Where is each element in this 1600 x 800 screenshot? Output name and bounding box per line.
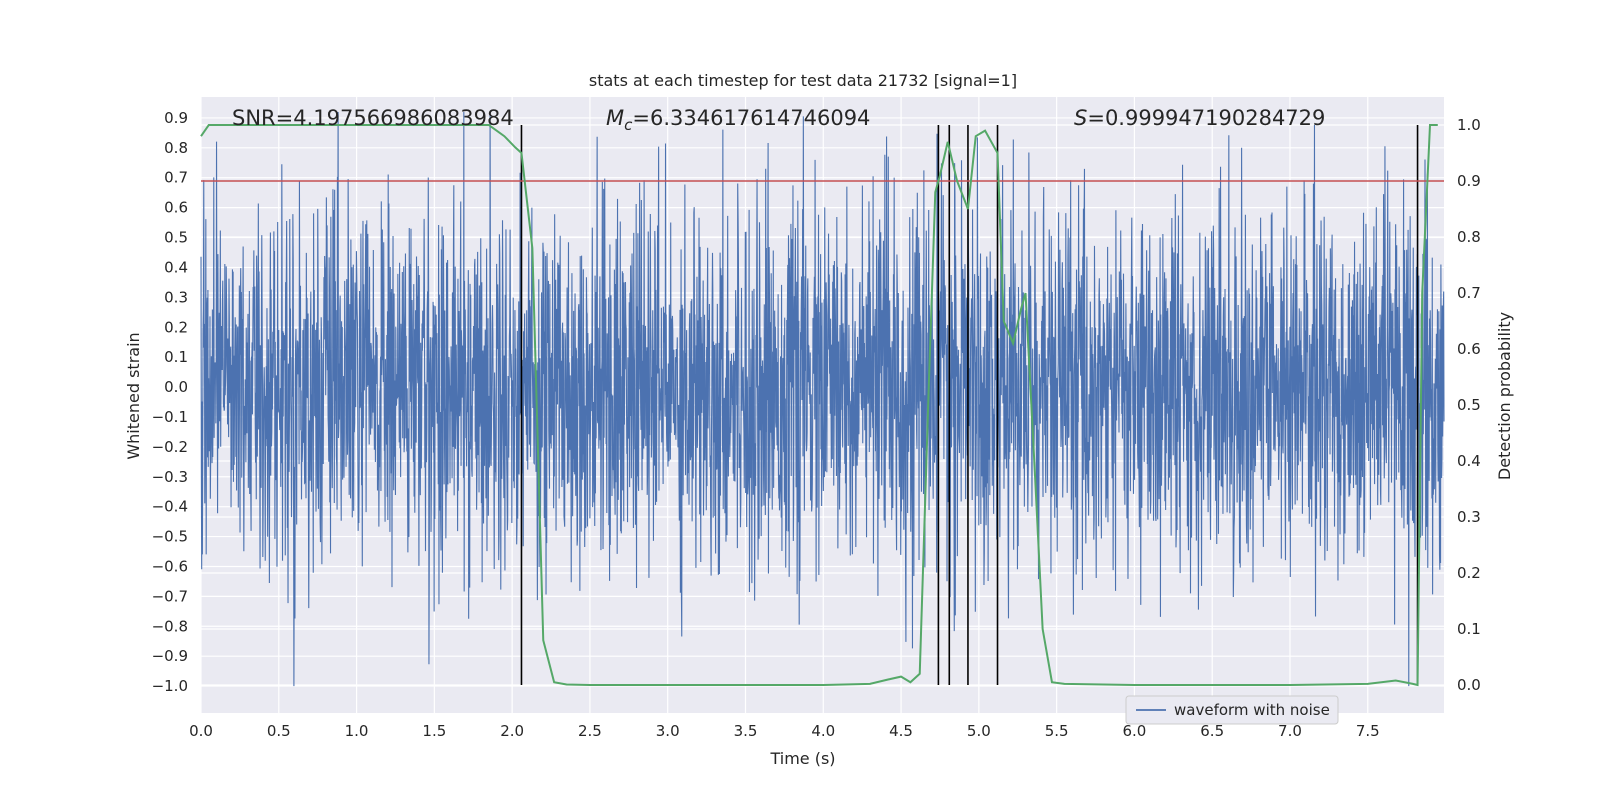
y-right-tick-8: 0.2 bbox=[1457, 564, 1481, 582]
chirp-mass-symbol: M bbox=[606, 106, 624, 130]
y-left-tick-11: −0.2 bbox=[152, 438, 188, 456]
x-tick-6: 3.0 bbox=[656, 722, 680, 740]
y-right-tick-2: 0.8 bbox=[1457, 228, 1481, 246]
score-symbol: S bbox=[1074, 106, 1087, 130]
y-left-tick-2: 0.7 bbox=[164, 169, 188, 187]
chart-title: stats at each timestep for test data 217… bbox=[589, 71, 1017, 90]
x-tick-9: 4.5 bbox=[889, 722, 913, 740]
y-left-tick-19: −1.0 bbox=[152, 677, 188, 695]
y-right-tick-4: 0.6 bbox=[1457, 340, 1481, 358]
x-tick-4: 2.0 bbox=[500, 722, 524, 740]
y-left-tick-12: −0.3 bbox=[152, 468, 188, 486]
chirp-mass-annotation: Mc=6.334617614746094 bbox=[606, 106, 870, 134]
y-left-tick-9: 0.0 bbox=[164, 378, 188, 396]
legend-label-waveform: waveform with noise bbox=[1174, 701, 1330, 719]
y-left-tick-16: −0.7 bbox=[152, 587, 188, 605]
y-left-tick-15: −0.6 bbox=[152, 557, 188, 575]
y-right-tick-1: 0.9 bbox=[1457, 172, 1481, 190]
x-axis-ticks: 0.0 0.5 1.0 1.5 2.0 2.5 3.0 3.5 4.0 4.5 5.0 5.5 6.0 6… bbox=[189, 722, 1380, 740]
y-right-tick-7: 0.3 bbox=[1457, 508, 1481, 526]
y-left-tick-13: −0.4 bbox=[152, 498, 188, 516]
y-right-axis-ticks: 1.0 0.9 0.8 0.7 0.6 0.5 0.4 0.3 0.2 0.1 0.0 bbox=[1457, 116, 1481, 694]
x-axis-label: Time (s) bbox=[769, 749, 835, 768]
y-left-tick-7: 0.2 bbox=[164, 318, 188, 336]
x-tick-11: 5.5 bbox=[1045, 722, 1069, 740]
y-right-tick-5: 0.5 bbox=[1457, 396, 1481, 414]
chirp-mass-value: =6.334617614746094 bbox=[632, 106, 870, 130]
y-left-tick-14: −0.5 bbox=[152, 528, 188, 546]
y-left-tick-1: 0.8 bbox=[164, 139, 188, 157]
y-left-tick-8: 0.1 bbox=[164, 348, 188, 366]
score-value: =0.999947190284729 bbox=[1087, 106, 1325, 130]
x-tick-15: 7.5 bbox=[1356, 722, 1380, 740]
y-left-tick-10: −0.1 bbox=[152, 408, 188, 426]
y-left-axis-label: Whitened strain bbox=[124, 332, 143, 459]
probability-line bbox=[200, 124, 1438, 687]
snr-annotation: SNR=4.197566986083984 bbox=[232, 106, 514, 130]
y-right-tick-3: 0.7 bbox=[1457, 284, 1481, 302]
waveform-series bbox=[200, 111, 1445, 687]
x-tick-7: 3.5 bbox=[734, 722, 758, 740]
y-left-tick-3: 0.6 bbox=[164, 199, 188, 217]
y-left-tick-6: 0.3 bbox=[164, 288, 188, 306]
x-tick-2: 1.0 bbox=[345, 722, 369, 740]
probability-group bbox=[200, 124, 1438, 687]
x-tick-14: 7.0 bbox=[1278, 722, 1302, 740]
y-left-tick-17: −0.8 bbox=[152, 617, 188, 635]
x-tick-10: 5.0 bbox=[967, 722, 991, 740]
x-tick-0: 0.0 bbox=[189, 722, 213, 740]
waveform-line bbox=[200, 111, 1445, 687]
vertical-markers bbox=[520, 125, 1419, 685]
x-tick-13: 6.5 bbox=[1200, 722, 1224, 740]
x-tick-8: 4.0 bbox=[811, 722, 835, 740]
y-right-tick-9: 0.1 bbox=[1457, 620, 1481, 638]
legend: waveform with noise bbox=[1125, 695, 1339, 725]
y-right-axis-label: Detection probability bbox=[1495, 312, 1514, 480]
x-tick-5: 2.5 bbox=[578, 722, 602, 740]
y-left-tick-18: −0.9 bbox=[152, 647, 188, 665]
legend-box bbox=[1125, 695, 1339, 725]
y-left-tick-0: 0.9 bbox=[164, 109, 188, 127]
x-tick-3: 1.5 bbox=[422, 722, 446, 740]
y-right-tick-6: 0.4 bbox=[1457, 452, 1481, 470]
x-tick-1: 0.5 bbox=[267, 722, 291, 740]
y-left-tick-5: 0.4 bbox=[164, 258, 188, 276]
chirp-mass-subscript: c bbox=[624, 116, 633, 134]
y-right-tick-0: 1.0 bbox=[1457, 116, 1481, 134]
y-right-tick-10: 0.0 bbox=[1457, 676, 1481, 694]
y-left-tick-4: 0.5 bbox=[164, 229, 188, 247]
x-tick-12: 6.0 bbox=[1122, 722, 1146, 740]
y-left-axis-ticks: 0.9 0.8 0.7 0.6 0.5 0.4 0.3 0.2 0.1 0.0 −0.1 −0.2 −0… bbox=[152, 109, 188, 695]
score-annotation: S=0.999947190284729 bbox=[1074, 106, 1325, 130]
